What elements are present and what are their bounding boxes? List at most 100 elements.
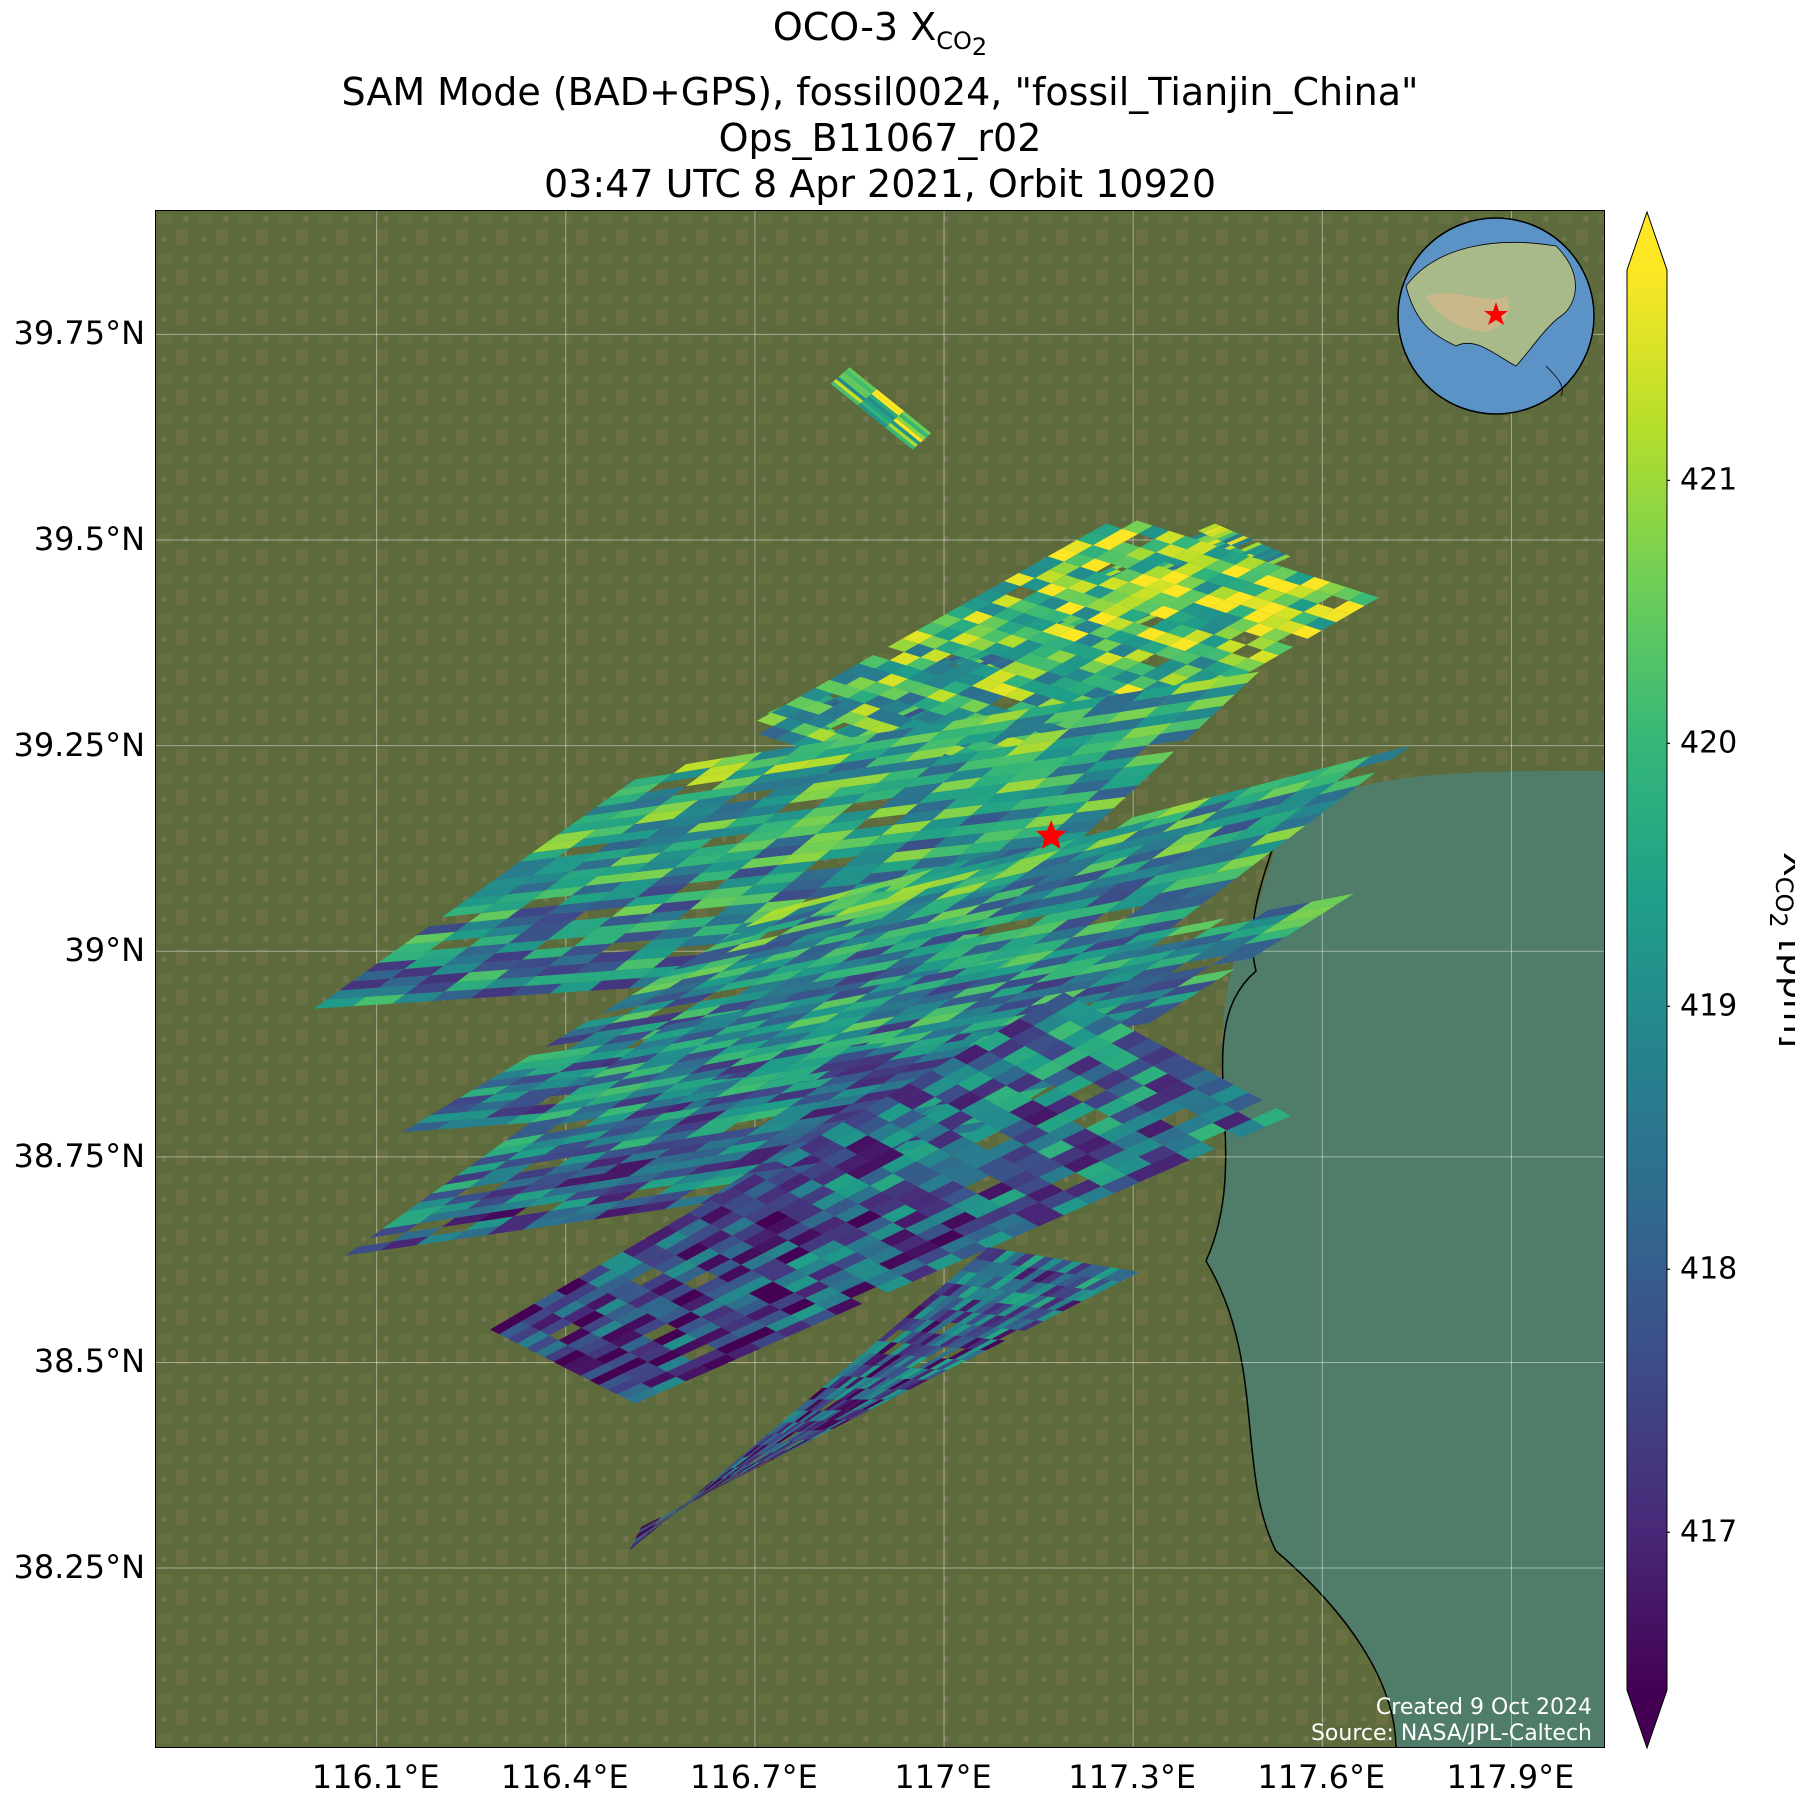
xco2-footprint: [843, 1109, 878, 1129]
xco2-footprint: [890, 1109, 926, 1129]
xco2-footprint: [1165, 610, 1196, 625]
xco2-footprint: [846, 676, 877, 691]
xco2-footprint: [1140, 539, 1171, 553]
xco2-footprint: [735, 945, 789, 963]
map-canvas[interactable]: [156, 211, 1605, 1748]
xco2-footprint: [1064, 668, 1095, 682]
xco2-footprint: [1183, 629, 1214, 643]
xco2-footprint: [643, 1525, 660, 1539]
xco2-footprint: [1122, 880, 1178, 901]
xco2-footprint: [726, 1009, 783, 1027]
xco2-footprint: [988, 682, 1019, 697]
xco2-footprint: [1029, 1060, 1066, 1081]
xco2-footprint: [822, 1376, 842, 1388]
xco2-footprint: [804, 1420, 826, 1432]
xco2-footprint: [1245, 544, 1268, 554]
xco2-footprint: [1002, 1046, 1039, 1066]
xco2-footprint: [942, 694, 974, 708]
xco2-footprint: [672, 1338, 707, 1356]
xco2-footprint: [596, 814, 648, 830]
xco2-footprint: [880, 1355, 903, 1367]
xco2-footprint: [712, 944, 766, 962]
xco2-footprint: [858, 869, 910, 885]
xco2-footprint: [947, 1348, 973, 1360]
xco2-footprint: [1091, 638, 1122, 652]
xco2-footprint: [1050, 955, 1108, 974]
xco2-footprint: [630, 1535, 646, 1549]
xco2-footprint: [469, 1172, 520, 1188]
xco2-footprint: [806, 728, 838, 742]
xco2-footprint: [1126, 898, 1181, 919]
xco2-footprint: [736, 1462, 757, 1474]
xco2-footprint: [938, 969, 996, 987]
xco2-footprint: [430, 962, 483, 976]
xco2-footprint: [313, 996, 366, 1009]
xco2-footprint: [586, 1342, 620, 1360]
xco2-footprint: [885, 425, 916, 450]
xco2-footprint: [650, 899, 703, 914]
xco2-footprint: [1296, 768, 1354, 792]
xco2-footprint: [451, 1108, 501, 1121]
xco2-footprint: [581, 1315, 615, 1333]
xco2-footprint: [1009, 613, 1041, 627]
xco2-footprint: [1287, 598, 1319, 612]
xco2-footprint: [508, 930, 560, 944]
xco2-footprint: [859, 1388, 883, 1400]
xco2-footprint: [844, 369, 875, 394]
map-panel[interactable]: Created 9 Oct 2024 Source: NASA/JPL-Calt…: [155, 210, 1605, 1748]
xco2-footprint: [1246, 636, 1277, 650]
xco2-footprint: [1166, 918, 1225, 937]
xco2-footprint: [1223, 804, 1280, 826]
xco2-footprint: [581, 1026, 633, 1042]
xco2-footprint: [775, 1422, 795, 1434]
xco2-footprint: [754, 1210, 789, 1229]
xco2-footprint: [614, 1308, 648, 1326]
xco2-footprint: [649, 1065, 703, 1082]
xco2-footprint: [922, 662, 954, 676]
xco2-footprint: [727, 1093, 781, 1110]
xco2-footprint: [760, 1110, 814, 1127]
xco2-footprint: [756, 1443, 776, 1455]
xco2-footprint: [1133, 1093, 1172, 1113]
xco2-footprint: [464, 1216, 514, 1231]
xco2-footprint: [881, 1008, 937, 1026]
xco2-footprint: [750, 1452, 771, 1464]
xco2-footprint: [993, 973, 1051, 991]
xco2-footprint: [1283, 571, 1315, 586]
xco2-footprint: [1107, 528, 1139, 542]
xco2-footprint: [673, 1266, 708, 1284]
xco2-footprint: [817, 845, 869, 861]
xco2-footprint: [1185, 1096, 1224, 1116]
xco2-footprint: [904, 1379, 929, 1390]
xco2-footprint: [604, 1052, 659, 1070]
xco2-footprint: [809, 1057, 864, 1075]
xco2-footprint: [857, 933, 912, 952]
xco2-footprint: [1136, 1119, 1175, 1139]
xco2-footprint: [1077, 957, 1135, 976]
xco2-footprint: [597, 1123, 650, 1139]
xco2-footprint: [672, 1502, 689, 1516]
xco2-footprint: [1145, 579, 1176, 593]
xco2-footprint: [1160, 941, 1219, 960]
xco2-footprint: [646, 1045, 701, 1062]
xco2-footprint: [1240, 791, 1297, 814]
xco2-footprint: [1087, 1142, 1126, 1162]
xco2-footprint: [1071, 918, 1127, 938]
xco2-footprint: [844, 1377, 866, 1389]
xco2-footprint: [544, 1345, 577, 1362]
globe-star-icon: [1484, 302, 1508, 325]
xco2-footprint: [687, 1224, 722, 1243]
xco2-footprint: [1099, 818, 1156, 840]
xco2-footprint: [919, 1320, 943, 1333]
xco2-footprint: [1185, 642, 1216, 657]
xco2-footprint: [418, 1208, 468, 1224]
xco2-footprint: [805, 1286, 841, 1304]
xco2-footprint: [811, 993, 868, 1011]
xco2-footprint: [683, 962, 736, 980]
xco2-footprint: [1034, 772, 1086, 789]
xco2-footprint: [704, 1282, 739, 1300]
xco2-footprint: [868, 830, 920, 846]
xco2-footprint: [728, 1464, 748, 1477]
xco2-footprint: [480, 875, 533, 890]
xco2-footprint: [1078, 660, 1110, 674]
